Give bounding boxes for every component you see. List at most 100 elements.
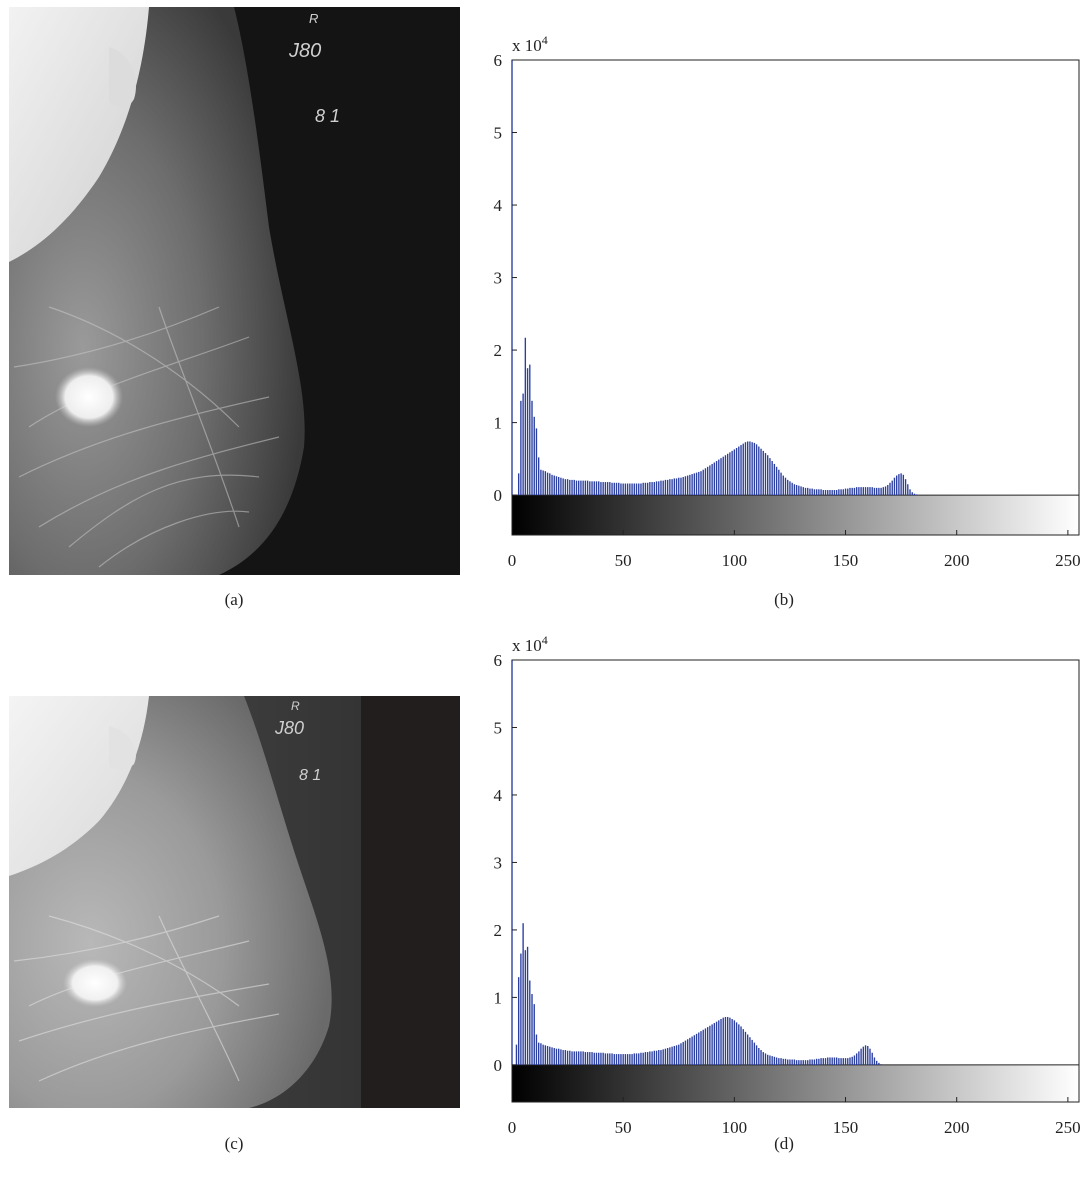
histogram-bar	[515, 1044, 518, 1065]
histogram-bar	[544, 471, 547, 496]
histogram-bar	[760, 448, 762, 496]
histogram-bar	[653, 482, 655, 496]
histogram-bar	[778, 1058, 780, 1065]
histogram-bar	[691, 474, 693, 496]
histogram-bar	[517, 977, 520, 1065]
y-tick-label: 4	[494, 196, 503, 215]
histogram-bar	[855, 487, 858, 496]
histogram-bar	[675, 1045, 678, 1065]
histogram-bar	[793, 1059, 796, 1065]
histogram-bar	[838, 1058, 840, 1065]
histogram-bar	[651, 482, 653, 496]
histogram-bar	[795, 484, 798, 496]
histogram-bar	[787, 1059, 789, 1065]
histogram-bar	[884, 486, 887, 496]
film-marker-line-1: R	[309, 11, 318, 26]
histogram-bar	[773, 463, 776, 496]
histogram-bar	[698, 1032, 700, 1065]
histogram-bar	[844, 488, 847, 496]
histogram-bar	[573, 479, 575, 496]
histogram-bar	[702, 469, 704, 496]
histogram-bar	[618, 1054, 620, 1065]
y-scale-label: x 104	[512, 33, 548, 55]
histogram-bar	[726, 453, 729, 496]
histogram-bar	[609, 482, 611, 496]
histogram-bar	[724, 455, 727, 496]
histogram-bar	[520, 953, 522, 1065]
histogram-bar	[869, 1048, 871, 1065]
histogram-bar	[686, 1039, 689, 1065]
histogram-bar	[589, 481, 591, 496]
mammogram-enhanced-graphic: R J80 8 1	[9, 696, 460, 1108]
histogram-bar	[615, 482, 618, 496]
histogram-bar	[860, 487, 862, 496]
histogram-bar	[733, 449, 736, 496]
histogram-bar	[875, 487, 878, 496]
histogram-bar	[713, 462, 716, 496]
histogram-bar	[744, 1031, 747, 1065]
histogram-bar	[833, 490, 836, 496]
histogram-bar	[526, 368, 529, 496]
histogram-bar	[598, 481, 600, 496]
histogram-bar	[726, 1016, 729, 1065]
histogram-bar	[620, 1054, 622, 1065]
histogram-bar	[847, 488, 849, 496]
histogram-bar	[655, 1050, 658, 1065]
histogram-bar	[584, 1052, 587, 1065]
histogram-bar	[658, 481, 660, 496]
histogram-bar	[871, 1052, 873, 1065]
histogram-bar	[542, 1044, 544, 1065]
mammogram-original-graphic: R J80 8 1	[9, 7, 460, 575]
histogram-bar	[660, 1050, 662, 1065]
histogram-bar	[611, 1053, 613, 1065]
histogram-bar	[686, 475, 689, 496]
histogram-bar	[604, 482, 607, 496]
histogram-bar	[795, 1060, 798, 1065]
histogram-bar	[520, 400, 522, 496]
histogram-bar	[664, 479, 667, 496]
histogram-bar	[889, 482, 891, 496]
histogram-bar	[755, 1045, 758, 1065]
histogram-bar	[769, 1055, 771, 1065]
histogram-bar	[895, 475, 898, 496]
histogram-bar	[566, 1050, 569, 1065]
x-tick-label: 250	[1055, 551, 1081, 570]
histogram-bar	[813, 1059, 816, 1065]
histogram-bar	[635, 1053, 638, 1065]
histogram-bar	[840, 489, 842, 496]
histogram-bar	[733, 1020, 736, 1065]
histogram-bar	[660, 480, 662, 496]
histogram-bar	[635, 483, 638, 496]
histogram-bar	[842, 1058, 844, 1065]
histogram-bar	[582, 480, 584, 496]
histogram-bar	[824, 1058, 827, 1065]
histogram-bar	[571, 1051, 573, 1065]
histogram-bar	[537, 1042, 540, 1065]
histogram-bar	[531, 994, 533, 1065]
histogram-bar	[622, 483, 624, 496]
histogram-bar	[591, 481, 593, 496]
histogram-bar	[522, 923, 524, 1065]
histogram-bar	[609, 1053, 611, 1065]
film-marker-line-2-enhanced: J80	[274, 718, 304, 738]
histogram-bar	[851, 487, 853, 496]
histogram-bar	[602, 482, 604, 496]
histogram-bar	[671, 479, 673, 496]
histogram-bar	[537, 457, 540, 496]
histogram-bar	[584, 480, 587, 496]
histogram-bar	[549, 473, 551, 496]
histogram-bar	[695, 472, 698, 496]
histogram-bar	[533, 1004, 535, 1065]
histogram-bar	[909, 489, 911, 496]
histogram-bar	[842, 489, 844, 496]
histogram-bar	[907, 484, 909, 496]
y-tick-label: 1	[494, 414, 503, 433]
histogram-bar	[704, 468, 707, 496]
histogram-bar	[804, 1060, 807, 1065]
histogram-bar	[820, 489, 822, 496]
histogram-bar	[604, 1053, 607, 1065]
histogram-bar	[753, 1042, 756, 1065]
histogram-bar	[847, 1058, 849, 1065]
histogram-bar	[615, 1054, 618, 1065]
